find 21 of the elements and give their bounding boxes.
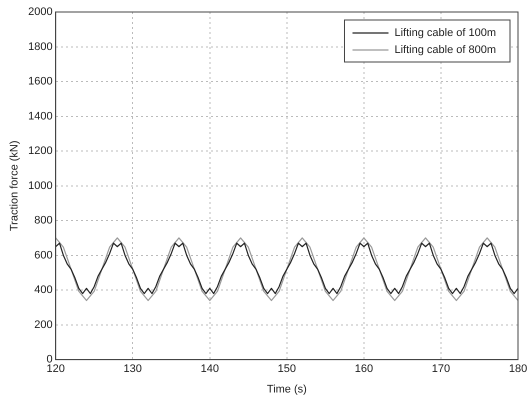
y-tick-label: 600	[34, 249, 53, 262]
x-tick-label: 140	[200, 363, 219, 376]
y-tick-label: 2000	[28, 6, 53, 18]
y-tick-label: 1400	[28, 110, 53, 122]
legend-label: Lifting cable of 100m	[394, 27, 496, 40]
x-tick-label: 160	[354, 363, 374, 376]
y-tick-label: 800	[34, 214, 53, 227]
legend-label: Lifting cable of 800m	[394, 44, 496, 56]
x-tick-label: 180	[508, 363, 528, 376]
y-tick-label: 200	[34, 318, 53, 331]
y-tick-label: 1600	[28, 76, 53, 88]
y-axis-title: Traction force (kN)	[8, 140, 21, 232]
y-tick-label: 1200	[28, 145, 53, 158]
x-tick-label: 170	[432, 363, 450, 376]
y-tick-label: 400	[34, 284, 53, 296]
x-tick-label: 120	[46, 363, 65, 376]
y-tick-label: 1800	[28, 40, 53, 53]
x-tick-label: 130	[124, 363, 142, 376]
y-tick-label: 1000	[28, 180, 53, 192]
x-axis-title: Time (s)	[266, 383, 307, 396]
x-tick-label: 150	[278, 363, 296, 376]
